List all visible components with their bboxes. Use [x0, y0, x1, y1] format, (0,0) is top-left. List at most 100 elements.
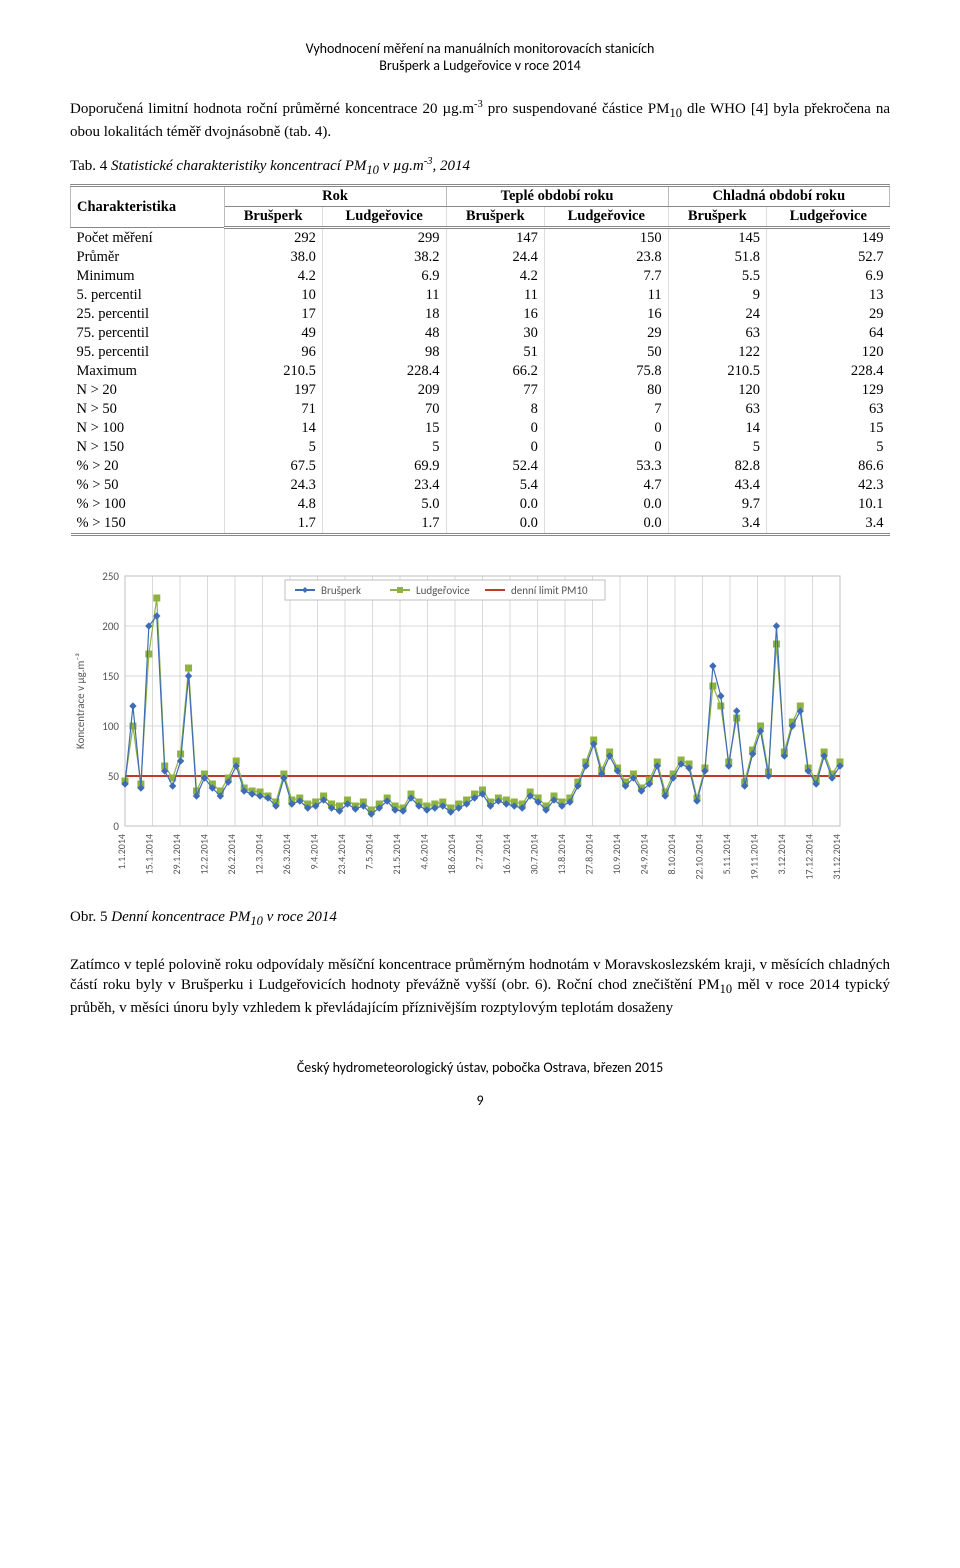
table-cell: 23.8	[544, 248, 668, 267]
table-cell: 209	[322, 381, 446, 400]
table-cell: 24.3	[224, 476, 322, 495]
table-cell: 0.0	[446, 495, 544, 514]
table-cell: 197	[224, 381, 322, 400]
table-cell: 50	[544, 343, 668, 362]
svg-text:7.5.2014: 7.5.2014	[363, 834, 376, 869]
table-cell: 77	[446, 381, 544, 400]
svg-text:27.8.2014: 27.8.2014	[583, 834, 596, 875]
table-cell: 129	[766, 381, 889, 400]
table-cell: 66.2	[446, 362, 544, 381]
table-cell: 147	[446, 228, 544, 249]
table-cell: 71	[224, 400, 322, 419]
table-row-label: 25. percentil	[71, 305, 225, 324]
th-characteristic: Charakteristika	[71, 186, 225, 228]
table-cell: 51	[446, 343, 544, 362]
table-cell: 29	[544, 324, 668, 343]
table-cell: 5.5	[668, 267, 766, 286]
table-cell: 51.8	[668, 248, 766, 267]
svg-text:50: 50	[108, 770, 120, 783]
table-cell: 299	[322, 228, 446, 249]
table-cell: 1.7	[322, 514, 446, 535]
table-cell: 16	[446, 305, 544, 324]
table-cell: 7.7	[544, 267, 668, 286]
header-line-1: Vyhodnocení měření na manuálních monitor…	[70, 40, 890, 57]
table-cell: 70	[322, 400, 446, 419]
svg-text:9.4.2014: 9.4.2014	[308, 834, 321, 869]
table-cell: 30	[446, 324, 544, 343]
table-cell: 15	[322, 419, 446, 438]
table-cell: 38.2	[322, 248, 446, 267]
table-cell: 42.3	[766, 476, 889, 495]
statistics-table: Charakteristika Rok Teplé období roku Ch…	[70, 184, 890, 536]
table-row-label: % > 50	[71, 476, 225, 495]
svg-text:30.7.2014: 30.7.2014	[528, 834, 541, 875]
svg-text:21.5.2014: 21.5.2014	[390, 834, 403, 875]
table-row-label: Počet měření	[71, 228, 225, 249]
table-cell: 6.9	[766, 267, 889, 286]
svg-text:19.11.2014: 19.11.2014	[748, 834, 761, 880]
svg-text:17.12.2014: 17.12.2014	[803, 834, 816, 880]
time-series-chart: 050100150200250Koncentrace v µg.m⁻³1.1.2…	[70, 566, 850, 901]
table-cell: 10	[224, 286, 322, 305]
th-sub: Brušperk	[668, 207, 766, 228]
svg-text:12.2.2014: 12.2.2014	[198, 834, 211, 875]
table-cell: 14	[224, 419, 322, 438]
table-cell: 3.4	[766, 514, 889, 535]
table-cell: 292	[224, 228, 322, 249]
svg-text:5.11.2014: 5.11.2014	[720, 834, 733, 875]
figure-caption: Obr. 5 Denní koncentrace PM10 v roce 201…	[70, 909, 890, 929]
table-cell: 17	[224, 305, 322, 324]
svg-text:0: 0	[113, 820, 119, 833]
th-sub: Ludgeřovice	[322, 207, 446, 228]
svg-text:10.9.2014: 10.9.2014	[610, 834, 623, 875]
table-cell: 8	[446, 400, 544, 419]
table-cell: 0	[544, 419, 668, 438]
table-row-label: N > 50	[71, 400, 225, 419]
table-cell: 150	[544, 228, 668, 249]
table-cell: 96	[224, 343, 322, 362]
table-cell: 4.2	[446, 267, 544, 286]
th-chladna: Chladná období roku	[668, 186, 889, 207]
svg-text:23.4.2014: 23.4.2014	[335, 834, 348, 875]
table-row-label: Minimum	[71, 267, 225, 286]
svg-text:16.7.2014: 16.7.2014	[500, 834, 513, 875]
footer-line: Český hydrometeorologický ústav, pobočka…	[70, 1059, 890, 1076]
table-cell: 15	[766, 419, 889, 438]
table-cell: 228.4	[322, 362, 446, 381]
th-sub: Ludgeřovice	[544, 207, 668, 228]
table-cell: 63	[668, 324, 766, 343]
table-row-label: % > 100	[71, 495, 225, 514]
table-cell: 53.3	[544, 457, 668, 476]
svg-text:3.12.2014: 3.12.2014	[775, 834, 788, 875]
table-cell: 63	[766, 400, 889, 419]
table-cell: 7	[544, 400, 668, 419]
page-footer: Český hydrometeorologický ústav, pobočka…	[70, 1059, 890, 1109]
svg-text:15.1.2014: 15.1.2014	[143, 834, 156, 875]
table-cell: 67.5	[224, 457, 322, 476]
svg-text:denní limit PM10: denní limit PM10	[511, 584, 588, 597]
table-cell: 3.4	[668, 514, 766, 535]
table-cell: 4.2	[224, 267, 322, 286]
th-sub: Brušperk	[224, 207, 322, 228]
table-cell: 63	[668, 400, 766, 419]
svg-text:Ludgeřovice: Ludgeřovice	[416, 584, 470, 597]
table-cell: 120	[766, 343, 889, 362]
table-cell: 9.7	[668, 495, 766, 514]
table-row-label: 75. percentil	[71, 324, 225, 343]
table-cell: 0	[446, 438, 544, 457]
table-row-label: N > 100	[71, 419, 225, 438]
th-sub: Brušperk	[446, 207, 544, 228]
table-cell: 11	[446, 286, 544, 305]
table-caption: Tab. 4 Statistické charakteristiky konce…	[70, 156, 890, 178]
chart-svg: 050100150200250Koncentrace v µg.m⁻³1.1.2…	[70, 566, 850, 896]
svg-text:24.9.2014: 24.9.2014	[638, 834, 651, 875]
svg-text:Brušperk: Brušperk	[321, 584, 361, 597]
table-cell: 24	[668, 305, 766, 324]
svg-text:13.8.2014: 13.8.2014	[555, 834, 568, 875]
table-cell: 5	[322, 438, 446, 457]
table-cell: 120	[668, 381, 766, 400]
svg-text:8.10.2014: 8.10.2014	[665, 834, 678, 875]
svg-text:150: 150	[102, 670, 119, 683]
table-cell: 16	[544, 305, 668, 324]
svg-text:4.6.2014: 4.6.2014	[418, 834, 431, 869]
